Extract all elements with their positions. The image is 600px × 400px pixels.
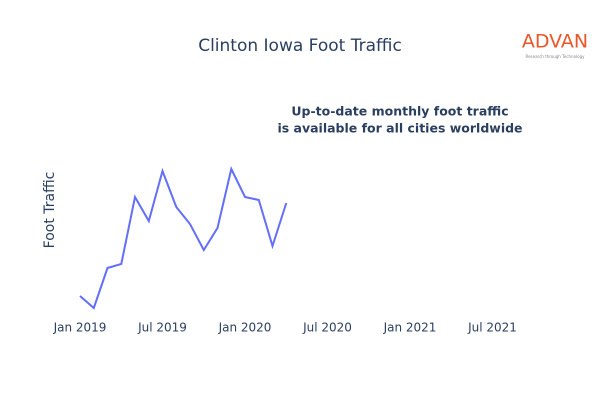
chart-title: Clinton Iowa Foot Traffic bbox=[198, 36, 402, 56]
x-tick-label: Jul 2019 bbox=[137, 321, 187, 335]
logo: ADVAN bbox=[522, 31, 588, 53]
logo-tagline: Research through Technology bbox=[525, 54, 585, 59]
x-tick-label: Jan 2019 bbox=[53, 321, 107, 335]
annotation: Up-to-date monthly foot traffic bbox=[291, 104, 508, 119]
data-line bbox=[79, 166, 288, 310]
y-axis-label: Foot Traffic bbox=[42, 172, 58, 249]
x-tick-label: Jan 2021 bbox=[383, 321, 437, 335]
x-tick-label: Jan 2020 bbox=[218, 321, 272, 335]
annotation: is available for all cities worldwide bbox=[277, 121, 522, 136]
x-tick-label: Jul 2020 bbox=[302, 321, 352, 335]
x-tick-label: Jul 2021 bbox=[467, 321, 517, 335]
